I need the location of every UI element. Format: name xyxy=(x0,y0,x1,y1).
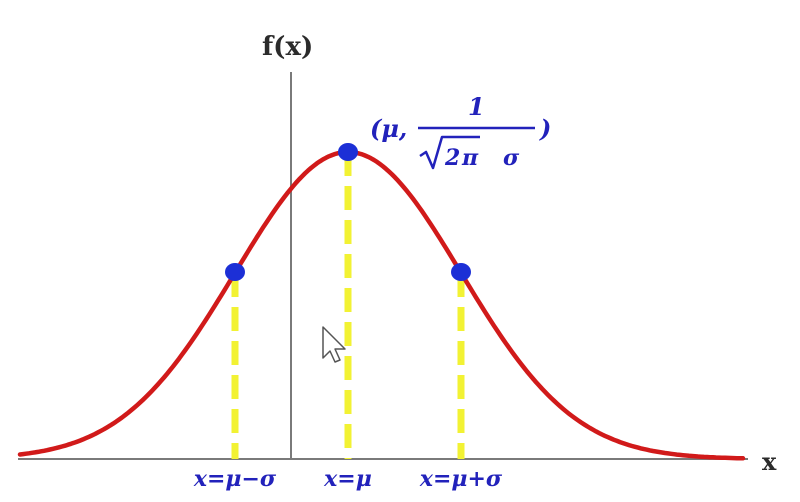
point-mu-plus-sigma xyxy=(451,263,471,281)
peak-annotation-suffix: ) xyxy=(539,114,551,143)
peak-annotation-prefix: (μ, xyxy=(370,114,407,143)
mouse-cursor-icon xyxy=(322,326,346,363)
tick-label-mu-plus-sigma: x=μ+σ xyxy=(419,466,503,492)
peak-annotation: (μ, 1 2 π σ ) xyxy=(370,92,551,171)
point-peak xyxy=(338,143,358,161)
peak-annotation-sigma: σ xyxy=(503,145,520,171)
peak-annotation-numerator: 1 xyxy=(468,92,485,121)
y-axis-label: f(x) xyxy=(262,32,313,62)
sqrt-sign xyxy=(419,135,480,170)
point-mu-minus-sigma xyxy=(225,263,245,281)
bell-curve xyxy=(17,149,746,461)
peak-annotation-pi: π xyxy=(461,145,479,171)
tick-label-mu: x=μ xyxy=(323,466,372,492)
x-axis-label: x xyxy=(762,447,777,476)
tick-label-mu-minus-sigma: x=μ−σ xyxy=(193,466,277,492)
peak-annotation-root: 2 xyxy=(444,145,460,171)
